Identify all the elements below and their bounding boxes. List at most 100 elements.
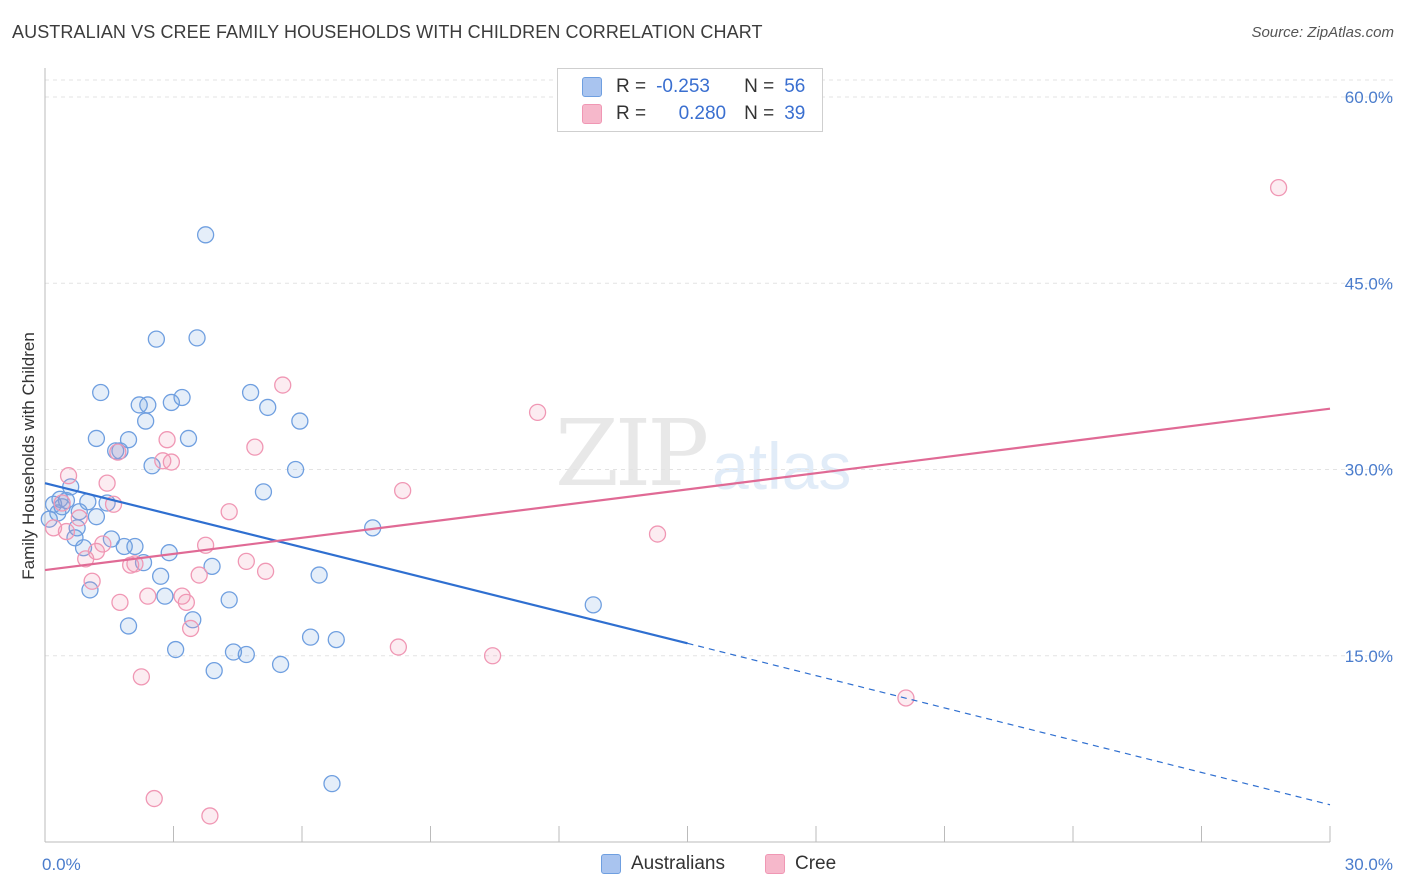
australians-point: [151, 567, 170, 585]
australians-point: [119, 431, 138, 449]
cree-point: [394, 481, 412, 500]
australians-point: [119, 617, 138, 635]
australians-label: Australians: [631, 853, 725, 874]
australians-trend-extension: [687, 642, 1331, 806]
y-tick-label: 45.0%: [1345, 274, 1393, 293]
correlation-legend: R = -0.253 N = 56 R = 0.280 N = 39: [557, 68, 823, 132]
cree-point: [256, 562, 275, 580]
cree-point: [181, 619, 200, 638]
cree-point: [132, 668, 151, 686]
n-label: N =: [744, 76, 775, 97]
australians-point: [224, 643, 243, 661]
australians-point: [203, 557, 221, 575]
cree-point: [389, 638, 408, 656]
australians-point: [143, 457, 161, 475]
n-label: N =: [744, 103, 775, 124]
cree-point: [528, 403, 547, 422]
tick-labels: 15.0% 30.0% 45.0% 60.0% 0.0% 30.0% Family Hous…: [19, 88, 1393, 874]
australians-point: [237, 645, 255, 664]
cree-point: [246, 438, 264, 456]
australians-point: [196, 226, 215, 244]
r-value-australians: -0.253: [656, 76, 710, 97]
cree-point: [162, 453, 181, 471]
australians-point: [291, 412, 309, 430]
r-label: R =: [616, 103, 647, 124]
cree-point: [59, 467, 78, 485]
watermark-atlas: atlas: [712, 429, 852, 503]
bottom-legend-australians: Australians: [601, 852, 725, 876]
y-axis-label: Family Households with Children: [19, 332, 38, 580]
x-tick-label: 0.0%: [42, 855, 81, 874]
cree-point: [201, 807, 219, 825]
australians-point: [87, 429, 106, 448]
australians-point: [271, 655, 290, 674]
australians-swatch: [601, 854, 621, 874]
cree-point: [220, 503, 238, 521]
australians-point: [205, 662, 223, 680]
cree-point: [53, 494, 71, 512]
australians-point: [259, 398, 277, 417]
axes: [44, 68, 1331, 843]
cree-point: [1269, 178, 1288, 197]
cree-swatch: [765, 854, 785, 874]
australians-point: [188, 329, 206, 347]
cree-swatch: [582, 104, 602, 124]
australians-point: [87, 508, 106, 526]
australians-point: [323, 774, 341, 793]
australians-point: [327, 630, 345, 649]
cree-point: [190, 566, 208, 584]
y-tick-label: 30.0%: [1345, 461, 1393, 480]
australians-point: [137, 412, 155, 430]
cree-point: [145, 789, 163, 808]
cree-point: [70, 509, 88, 527]
australians-point: [301, 628, 320, 646]
bottom-legend-cree: Cree: [765, 852, 836, 876]
chart-title: AUSTRALIAN VS CREE FAMILY HOUSEHOLDS WIT…: [12, 22, 763, 42]
cree-point: [94, 535, 112, 553]
cree-point: [154, 452, 172, 470]
cree-point: [139, 587, 157, 605]
source-label: Source: ZipAtlas.com: [1251, 24, 1394, 41]
y-tick-label: 15.0%: [1345, 647, 1393, 666]
cree-point: [648, 525, 667, 543]
australians-point: [179, 429, 198, 448]
australians-points: [40, 226, 602, 793]
cree-point: [237, 552, 255, 571]
cree-point: [483, 647, 502, 665]
cree-point: [177, 593, 196, 612]
australians-point: [102, 530, 121, 548]
cree-points: [44, 178, 1288, 825]
n-value-cree: 39: [784, 103, 806, 124]
australians-point: [147, 330, 166, 348]
r-label: R =: [616, 76, 647, 97]
legend-row-australians: R = -0.253 N = 56: [582, 75, 805, 99]
australians-point: [126, 537, 144, 556]
australians-point: [92, 383, 110, 402]
cree-point: [98, 474, 116, 492]
australians-point: [584, 596, 602, 614]
cree-point: [44, 519, 63, 537]
australians-point: [220, 591, 238, 609]
n-value-australians: 56: [784, 76, 806, 97]
australians-point: [241, 383, 260, 402]
cree-point: [83, 572, 101, 590]
cree-point: [111, 593, 129, 612]
legend-row-cree: R = 0.280 N = 39: [582, 102, 805, 126]
cree-point: [57, 522, 76, 541]
cree-trend-line: [44, 407, 1331, 572]
r-value-cree: 0.280: [678, 103, 727, 124]
australians-point: [173, 388, 191, 407]
australians-point: [254, 483, 273, 501]
australians-point: [162, 393, 181, 412]
australians-swatch: [582, 77, 602, 97]
australians-point: [310, 566, 328, 584]
cree-point: [109, 443, 127, 461]
cree-label: Cree: [795, 853, 837, 874]
cree-point: [274, 376, 292, 394]
australians-trend-line: [44, 482, 688, 645]
x-tick-label: 30.0%: [1345, 855, 1393, 874]
cree-point: [158, 431, 176, 449]
australians-point: [139, 396, 157, 414]
trend-lines: [44, 407, 1331, 806]
